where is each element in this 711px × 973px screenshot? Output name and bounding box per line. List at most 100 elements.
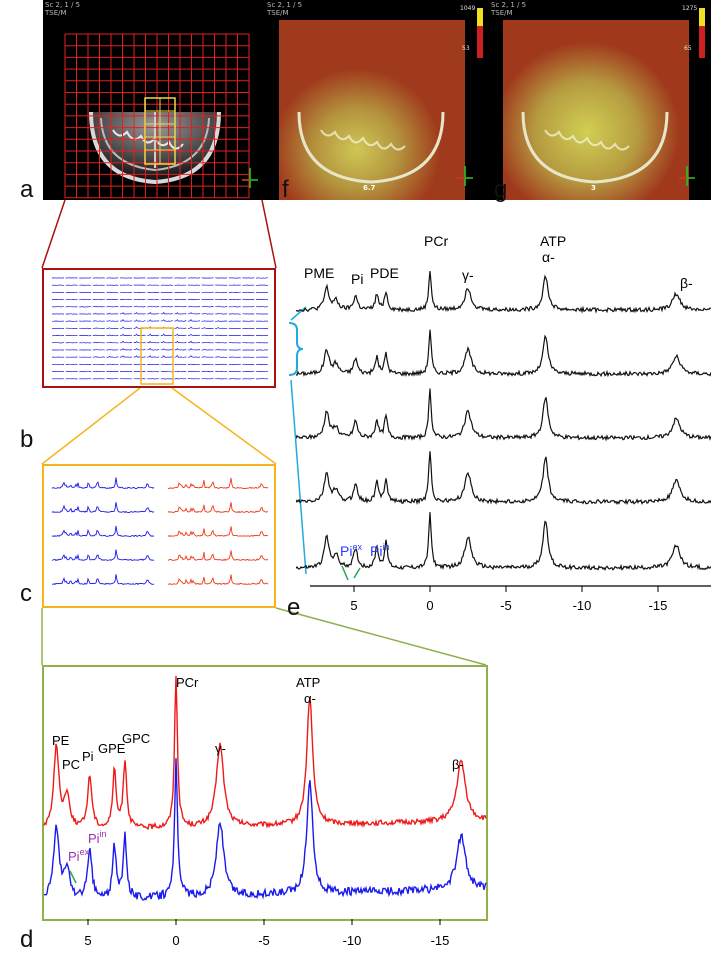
mini-spectrum [106, 349, 119, 351]
spectrum-d-blue [43, 758, 487, 901]
mini-spectrum [160, 306, 173, 308]
x-tick-label-d: -5 [258, 933, 270, 948]
label-gpe: GPE [98, 741, 126, 756]
mini-spectrum [187, 333, 201, 336]
blue-spectrum [51, 574, 155, 586]
label-atp: ATP [540, 233, 566, 249]
mini-spectrum [106, 327, 119, 329]
mini-spectrum [187, 318, 201, 322]
mini-spectrum [174, 378, 187, 380]
mini-spectrum [187, 355, 201, 358]
mini-spectrum [106, 355, 119, 358]
mini-spectrum [215, 320, 228, 322]
spectrum-e-trace [296, 388, 711, 442]
label-pi-d: Pi [82, 749, 94, 764]
mini-spectrum [174, 305, 187, 308]
mini-spectrum [160, 311, 173, 315]
mri-image-f [279, 8, 483, 200]
label-gpc: GPC [122, 731, 150, 746]
colorbar-max-f: 1049 [460, 5, 476, 12]
mini-spectrum [255, 363, 268, 365]
mini-spectrum [201, 320, 214, 322]
mini-spectrum [215, 370, 228, 373]
x-tick-label-d: -15 [431, 933, 450, 948]
panel-letter-g: g [494, 176, 508, 203]
panel-letter-d: d [20, 926, 34, 953]
mini-spectrum [133, 333, 146, 336]
mini-spectrum [228, 356, 241, 358]
orientation-icon [242, 168, 258, 188]
mini-spectrum [187, 363, 200, 365]
mini-spectrum [106, 334, 119, 337]
panel-b-csi-grid [42, 268, 276, 388]
mini-spectrum [215, 334, 228, 337]
orientation-icon [457, 166, 473, 186]
mini-spectrum [201, 305, 214, 308]
mini-spectrum [65, 320, 78, 322]
mini-spectrum [201, 334, 214, 337]
mri-panel-g: Sc 2, 1 / 5 TSE/M 1275 65 3 [489, 0, 711, 200]
mini-spectrum [201, 356, 214, 358]
mini-spectrum [120, 312, 133, 315]
slice-label-g: 3 [591, 184, 596, 192]
mini-spectrum [147, 347, 160, 351]
mini-spectrum [119, 305, 133, 308]
blue-spectrum [51, 525, 155, 538]
label-atp-d: ATP [296, 675, 320, 690]
mini-spectrum [160, 348, 173, 351]
panel-letter-b: b [20, 426, 34, 453]
mini-spectrum [215, 327, 228, 329]
mini-spectrum [160, 333, 173, 336]
x-tick-label-d: -10 [343, 933, 362, 948]
mini-spectrum [201, 342, 214, 344]
panel-letter-c: c [20, 580, 32, 607]
mri-image-a [64, 33, 258, 199]
label-pc: PC [62, 757, 80, 772]
mri-image-g [503, 8, 705, 200]
label-pi-in: Piin [370, 542, 389, 559]
mini-spectrum [174, 340, 187, 344]
mini-spectrum [133, 312, 146, 315]
mini-spectrum [147, 355, 160, 358]
mini-spectrum [119, 347, 133, 351]
mini-spectrum [133, 355, 146, 358]
x-tick-label-d: 0 [172, 933, 179, 948]
mini-spectrum [106, 305, 119, 308]
mini-spectrum [228, 378, 241, 380]
x-tick-label-e: -5 [500, 598, 512, 613]
spectrum-pair-d: 5 0 -5 -10 -15 PE PC Pi GPE GPC PCr γ- ATP α… [43, 675, 487, 948]
mini-spectrum [174, 348, 187, 351]
blue-spectrum [51, 477, 155, 489]
mini-spectrum [106, 291, 119, 293]
colorbar-min-g: 65 [684, 45, 692, 52]
mini-spectrum [65, 363, 78, 365]
mri-header-a: Sc 2, 1 / 5 TSE/M [45, 1, 81, 17]
label-gamma-d: γ- [215, 741, 226, 756]
mini-spectrum [174, 312, 187, 315]
mini-spectrum [187, 277, 201, 279]
mini-spectrum [215, 348, 228, 351]
mini-spectrum [215, 341, 228, 344]
mini-spectrum [187, 305, 201, 308]
csi-grid [64, 33, 250, 199]
mini-spectrum [160, 340, 173, 344]
mini-spectrum [215, 313, 228, 315]
mini-spectrum [174, 326, 187, 329]
mini-spectrum [187, 326, 201, 329]
spectrum-e-trace [296, 451, 711, 506]
mini-spectrum [228, 313, 241, 315]
mri-header-g: Sc 2, 1 / 5 TSE/M [491, 1, 527, 17]
mini-spectrum [92, 356, 105, 358]
label-pcr-d: PCr [176, 675, 199, 690]
mini-spectrum [79, 284, 92, 286]
panel-letter-a: a [20, 176, 34, 203]
colorbar-min-f: 53 [462, 45, 470, 52]
x-tick-label-e: -15 [649, 598, 668, 613]
blue-spectrum [51, 549, 155, 562]
label-pcr: PCr [424, 233, 448, 249]
spectrum-e-trace [296, 329, 711, 378]
mini-spectrum [92, 306, 105, 308]
mini-spectrum [92, 320, 105, 322]
label-pe: PE [52, 733, 70, 748]
